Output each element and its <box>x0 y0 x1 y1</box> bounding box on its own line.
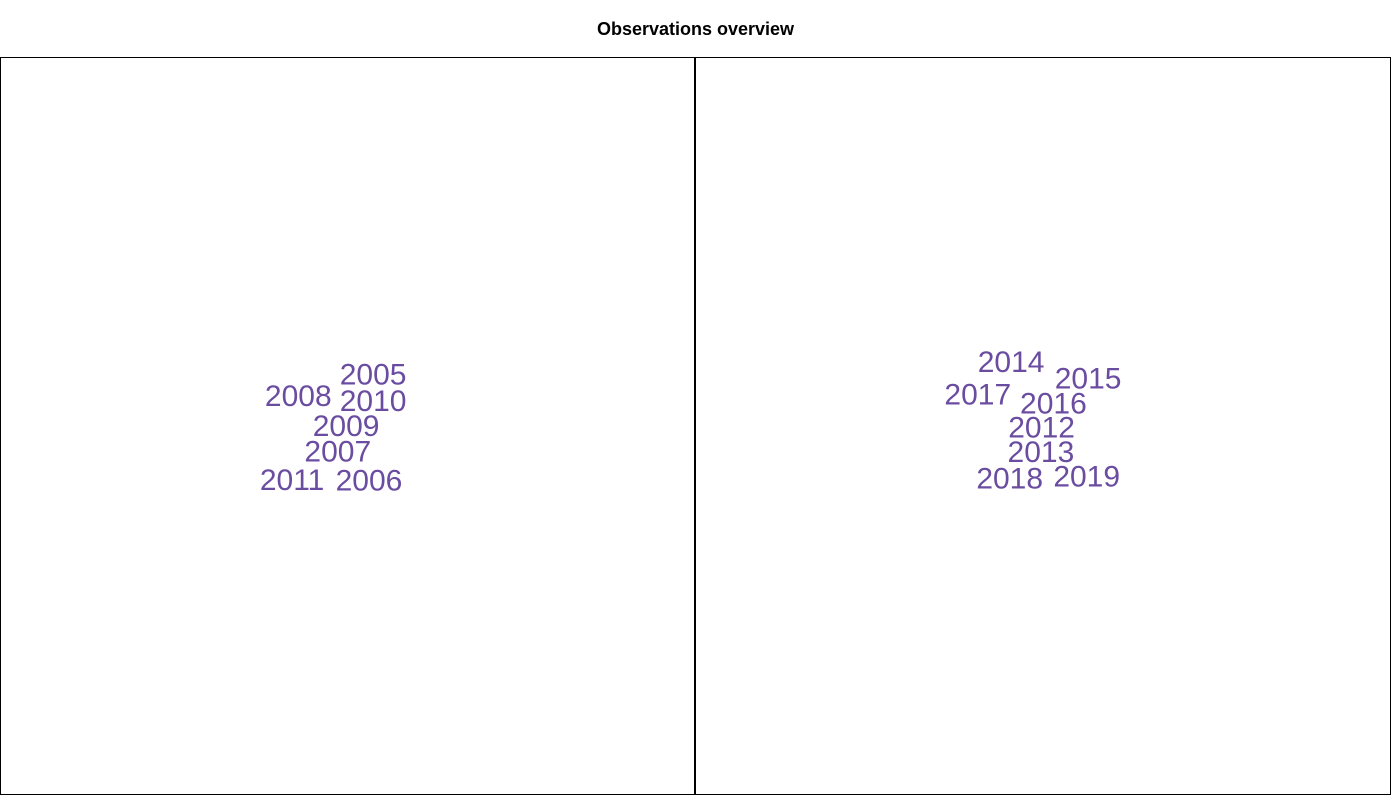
year-label-2005: 2005 <box>340 359 407 392</box>
chart-title: Observations overview <box>596 19 795 39</box>
year-label-2007: 2007 <box>304 435 371 468</box>
year-label-2008: 2008 <box>265 380 332 413</box>
year-label-2014: 2014 <box>978 346 1045 379</box>
year-label-2016: 2016 <box>1020 387 1087 420</box>
panel-right: 2014 2015 2017 2016 2012 2013 2018 2019 <box>695 57 1391 795</box>
year-label-2011: 2011 <box>260 464 325 497</box>
panel-left: 2005 2008 2010 2009 2007 2011 2006 <box>0 57 695 795</box>
year-label-2012: 2012 <box>1008 412 1075 445</box>
year-label-2017: 2017 <box>944 379 1011 412</box>
year-label-2018: 2018 <box>976 463 1043 496</box>
year-label-2013: 2013 <box>1008 436 1075 469</box>
year-label-2009: 2009 <box>313 410 380 443</box>
year-label-2010: 2010 <box>340 385 407 418</box>
year-label-2019: 2019 <box>1053 460 1120 493</box>
year-label-2006: 2006 <box>336 465 403 498</box>
year-label-2015: 2015 <box>1055 362 1122 395</box>
